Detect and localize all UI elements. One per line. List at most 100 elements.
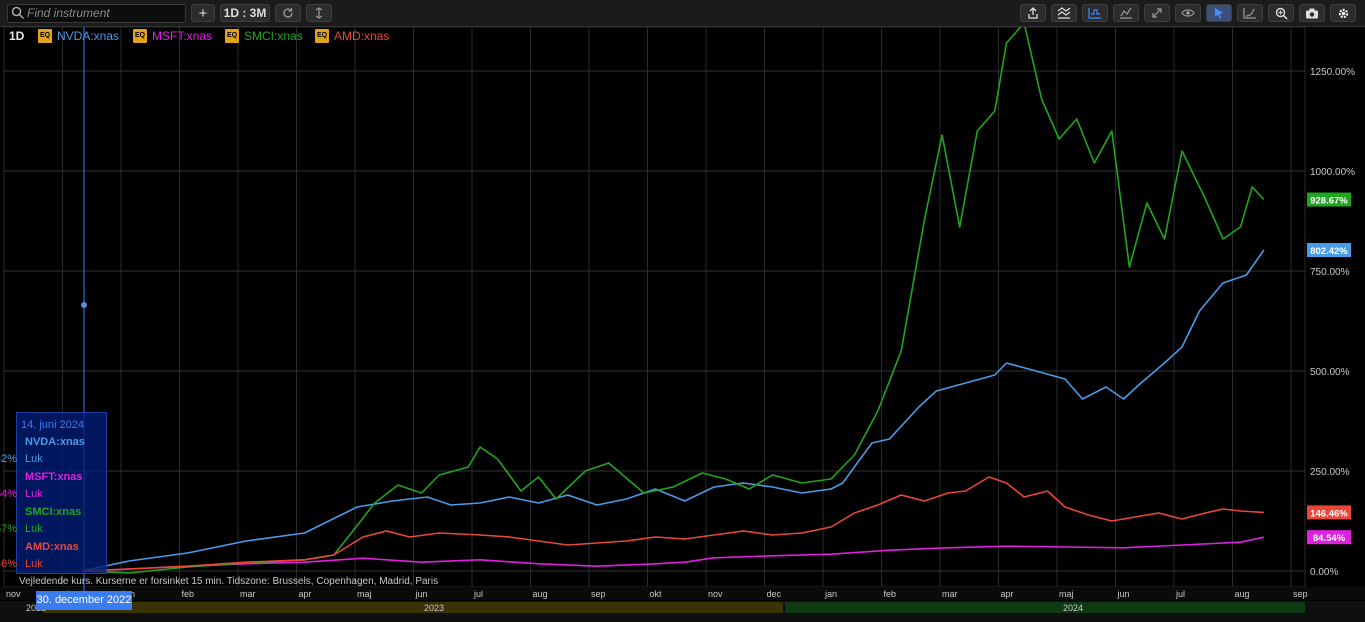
last-value-badges: 802.42% 84.54% 928.67% 146.46%	[1307, 192, 1351, 544]
tooltip-date: 14. juni 2024	[21, 419, 84, 431]
badge-background	[1307, 530, 1351, 545]
refresh-button[interactable]	[275, 4, 301, 22]
indicators-button[interactable]	[1051, 4, 1077, 22]
gear-icon	[1338, 8, 1348, 18]
year-label: 2023	[424, 603, 444, 613]
y-tick-label: 750.00%	[1310, 267, 1350, 278]
month-tick-label: feb	[182, 589, 195, 599]
month-tick-label: jun	[415, 589, 428, 599]
visibility-button[interactable]	[1175, 4, 1201, 22]
tooltip-series-name: AMD:xnas	[25, 541, 79, 553]
month-tick-label: sep	[591, 589, 606, 599]
tooltip-close-label: Luk	[25, 488, 43, 500]
month-tick-label: jan	[824, 589, 837, 599]
legend-item[interactable]: EQ MSFT:xnas	[133, 29, 212, 43]
crosshair-date-badge: 30. december 2022	[36, 591, 132, 610]
year-label: 2024	[1063, 603, 1083, 613]
month-tick-label: nov	[708, 589, 723, 599]
y-tick-label: 500.00%	[1310, 367, 1350, 378]
tooltip-series-name: NVDA:xnas	[25, 436, 85, 448]
month-tick-label: jun	[1117, 589, 1130, 599]
year-axis: 202220232024	[0, 601, 1365, 622]
drawing-button[interactable]	[1237, 4, 1263, 22]
series-line	[82, 536, 1265, 572]
snapshot-button[interactable]	[1299, 4, 1325, 22]
interval-button[interactable]: 1D : 3M	[220, 4, 270, 22]
series-line	[82, 249, 1265, 572]
zoom-button[interactable]	[1268, 4, 1294, 22]
y-tick-label: 1250.00%	[1310, 67, 1355, 78]
badge-value: 928.67%	[1310, 196, 1348, 207]
last-value-badge: 84.54%	[1307, 530, 1351, 544]
fullscreen-button[interactable]	[1144, 4, 1170, 22]
legend-item[interactable]: EQ NVDA:xnas	[38, 29, 119, 43]
settings-button[interactable]	[1330, 4, 1356, 22]
legend-item[interactable]: EQ AMD:xnas	[315, 29, 389, 43]
tooltip-series-name: MSFT:xnas	[25, 471, 83, 483]
eye-icon	[1181, 9, 1195, 17]
month-tick-label: feb	[884, 589, 897, 599]
crosshair-dot	[81, 302, 87, 308]
month-tick-label: aug	[1235, 589, 1250, 599]
search-input[interactable]	[27, 5, 179, 21]
period-label: 1D	[9, 29, 25, 43]
chart-grid	[3, 27, 1306, 588]
last-value-badge: 928.67%	[1307, 192, 1351, 207]
month-tick-label: dec	[767, 589, 782, 599]
month-tick-label: apr	[1001, 589, 1014, 599]
tooltip-close-label: Luk	[25, 523, 43, 535]
camera-icon	[1306, 8, 1318, 18]
expand-vertical-icon	[315, 7, 323, 19]
chart-type-icon	[1120, 7, 1132, 19]
month-tick-label: maj	[1059, 589, 1074, 599]
tooltip-close-value: 146.46%	[0, 558, 17, 570]
equity-badge-icon: EQ	[38, 29, 52, 43]
legend-label: MSFT:xnas	[152, 29, 213, 43]
month-tick-label: nov	[6, 589, 21, 599]
month-tick-label: maj	[357, 589, 372, 599]
chart-type-button[interactable]	[1113, 4, 1139, 22]
compare-button[interactable]	[1082, 4, 1108, 22]
month-tick-label: mar	[240, 589, 256, 599]
month-tick-label: okt	[650, 589, 663, 599]
tooltip-close-label: Luk	[25, 558, 43, 570]
month-axis: novdecjanfebmaraprmajjunjulaugsepoktnovd…	[0, 587, 1365, 600]
month-tick-label: sep	[1293, 589, 1308, 599]
refresh-icon	[283, 8, 293, 18]
tooltip-close-value: 84.54%	[0, 488, 17, 500]
fullscreen-icon	[1152, 8, 1162, 18]
equity-badge-icon: EQ	[133, 29, 147, 43]
badge-value: 84.54%	[1313, 533, 1346, 544]
y-axis: 1250.00% 1000.00% 750.00% 500.00% 250.00% 0.0…	[1310, 67, 1355, 578]
badge-background	[1307, 243, 1351, 258]
equity-badge-icon: EQ	[225, 29, 239, 43]
plot-area	[3, 27, 1306, 588]
legend-label: NVDA:xnas	[57, 29, 120, 43]
price-chart[interactable]: 202220232024 novdecjanfebmaraprmajjunjul…	[0, 27, 1365, 622]
tooltip-close-value: 928.67%	[0, 523, 17, 535]
share-button[interactable]	[1020, 4, 1046, 22]
cursor-icon	[1215, 8, 1223, 19]
drawing-icon	[1243, 8, 1256, 19]
series-lines	[82, 27, 1265, 574]
y-tick-label: 1000.00%	[1310, 167, 1355, 178]
compare-icon	[1088, 8, 1101, 19]
equity-badge-icon: EQ	[315, 29, 329, 43]
legend-item[interactable]: EQ SMCI:xnas	[225, 29, 303, 43]
cursor-button[interactable]	[1206, 4, 1232, 22]
search-box[interactable]	[7, 4, 186, 23]
zoom-icon	[1275, 7, 1288, 20]
month-tick-label: mar	[942, 589, 958, 599]
year-2023-band	[43, 602, 783, 613]
expand-button[interactable]	[306, 4, 332, 22]
y-tick-label: 250.00%	[1310, 467, 1350, 478]
legend-label: SMCI:xnas	[244, 29, 303, 43]
add-instrument-button[interactable]: +	[191, 4, 215, 22]
delay-disclaimer: Vejledende kurs. Kurserne er forsinket 1…	[19, 576, 439, 587]
top-toolbar: + 1D : 3M	[0, 0, 1365, 27]
series-line	[82, 476, 1264, 572]
legend-label: AMD:xnas	[334, 29, 390, 43]
month-tick-label: jul	[473, 589, 483, 599]
series-line	[82, 27, 1265, 574]
badge-background	[1307, 505, 1351, 520]
